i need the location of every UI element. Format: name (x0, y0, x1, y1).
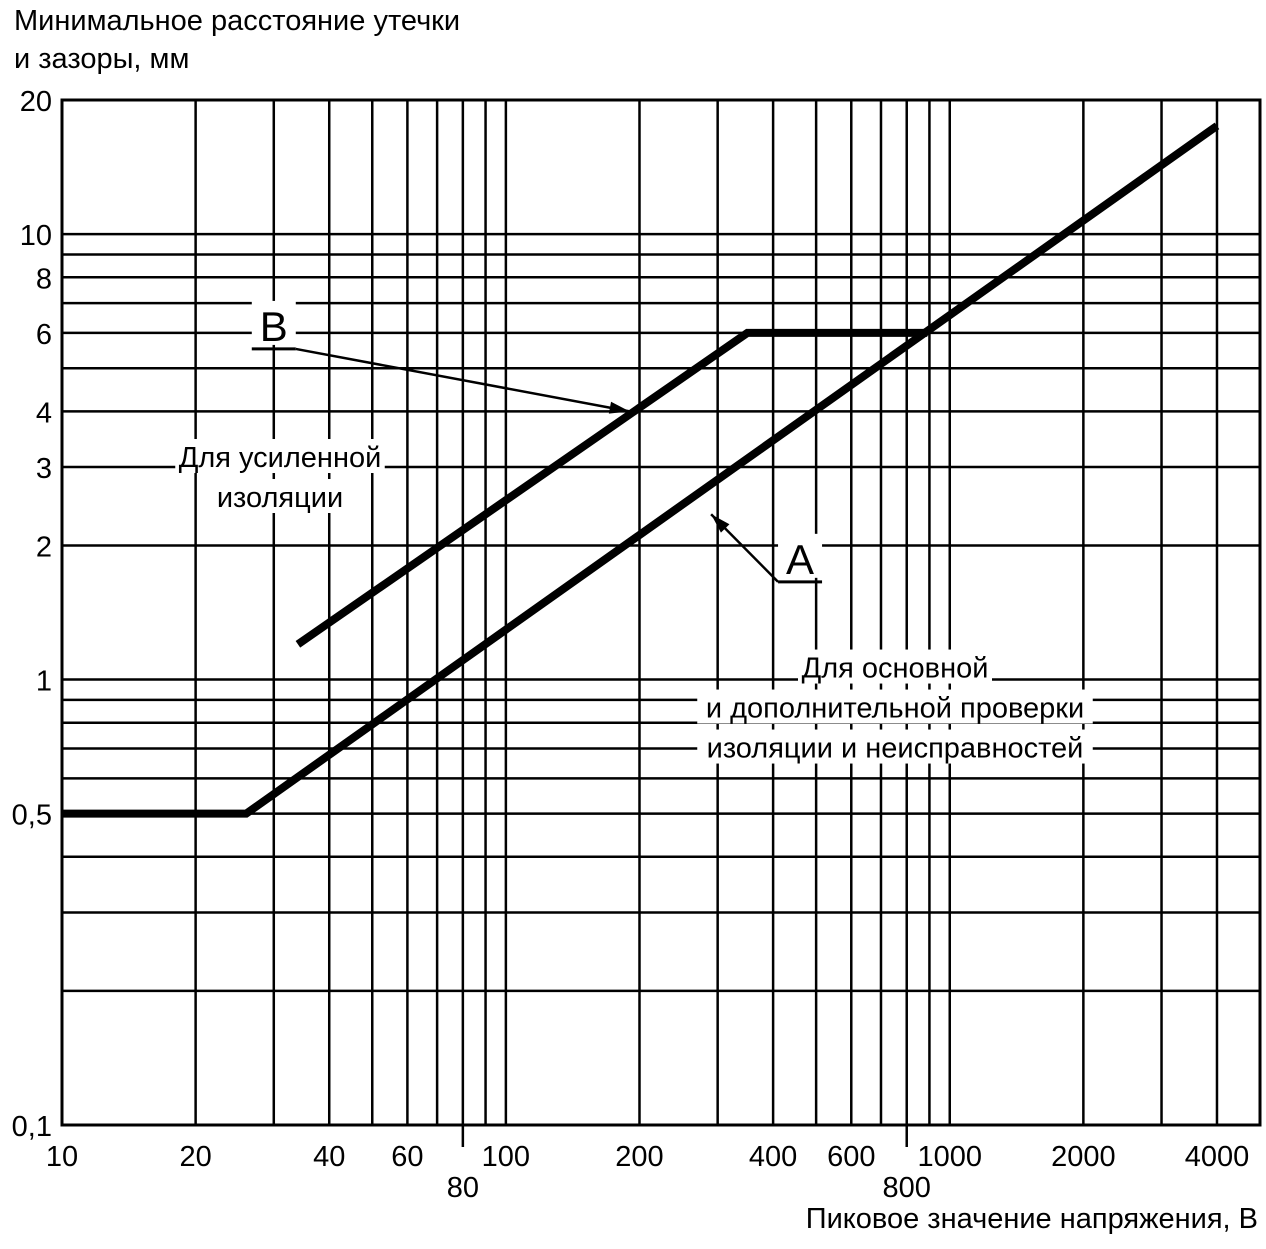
x-tick-label: 60 (391, 1141, 423, 1173)
annotation-bg (175, 439, 385, 474)
x-tick-label: 100 (482, 1141, 530, 1173)
y-tick-label: 10 (20, 220, 52, 252)
annotation-text-basic: Для основной (802, 653, 989, 685)
y-tick-label: 0,1 (12, 1111, 52, 1143)
annotation-text-reinforced: изоляции (217, 482, 343, 514)
y-axis-title-line-2: и зазоры, мм (14, 43, 190, 75)
plot-frame (60, 98, 1262, 1127)
y-axis-title-line-1: Минимальное расстояние утечки (14, 5, 461, 37)
x-axis-title: Пиковое значение напряжения, В (805, 1203, 1258, 1235)
annotation-bg (798, 649, 992, 684)
x-tick-label: 20 (179, 1141, 211, 1173)
annotation-text-basic: изоляции и неисправностей (707, 733, 1084, 765)
arrow-line (295, 347, 630, 413)
y-tick-label: 6 (36, 319, 52, 351)
arrow-head-icon (608, 401, 630, 414)
annotation-text-basic: и дополнительной проверки (706, 693, 1084, 725)
x-tick-label: 4000 (1185, 1141, 1250, 1173)
series-line-B (295, 328, 928, 648)
x-tick-label: 400 (749, 1141, 797, 1173)
label-bg (251, 300, 296, 345)
x-tick-label: 800 (883, 1172, 931, 1204)
y-tick-label: 8 (36, 263, 52, 295)
x-tick-label: 10 (46, 1141, 78, 1173)
x-tick-label: 1000 (917, 1141, 982, 1173)
arrow-head-icon (711, 514, 730, 533)
y-tick-label: 4 (36, 397, 52, 429)
y-tick-label: 1 (36, 666, 52, 698)
y-tick-label: 2 (36, 531, 52, 563)
series-label-A: A (786, 536, 814, 583)
series-line-A (62, 122, 1220, 818)
annotation-bg (697, 689, 1093, 724)
x-tick-label: 40 (313, 1141, 345, 1173)
annotation-text-reinforced: Для усиленной (179, 442, 382, 474)
annotation-bg (697, 729, 1093, 764)
x-tick-label: 200 (615, 1141, 663, 1173)
y-tick-label: 3 (36, 453, 52, 485)
y-tick-label: 0,5 (12, 800, 52, 832)
x-tick-label: 2000 (1051, 1141, 1116, 1173)
series-label-B: B (260, 303, 288, 350)
x-tick-label: 600 (827, 1141, 875, 1173)
label-bg (778, 533, 823, 578)
annotation-bg (214, 479, 346, 514)
x-tick-label: 80 (447, 1172, 479, 1204)
y-tick-label: 20 (20, 86, 52, 118)
y-axis-title: Минимальное расстояние утечки и зазоры, … (14, 2, 460, 78)
